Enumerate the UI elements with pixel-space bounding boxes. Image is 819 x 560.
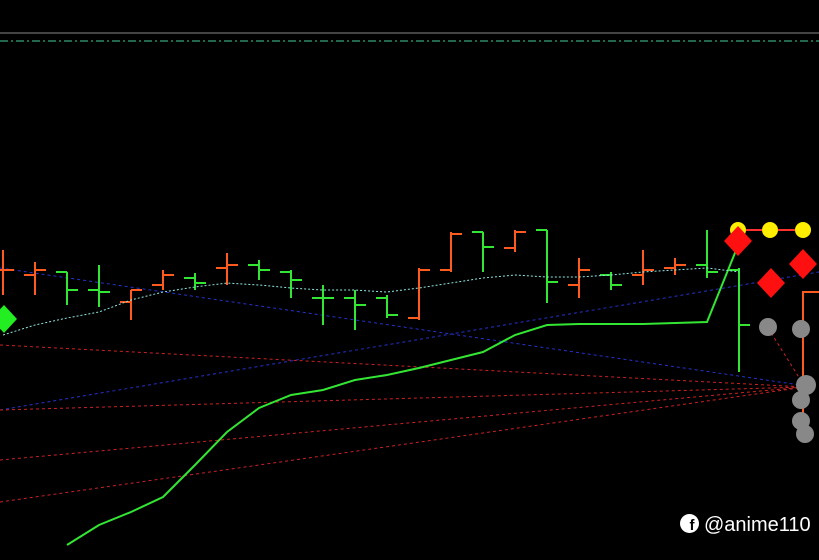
signal-dot	[762, 222, 778, 238]
step-line	[802, 291, 819, 430]
line-series	[66, 242, 740, 546]
fan-line	[0, 386, 806, 411]
diamond	[0, 305, 17, 333]
fan-line	[0, 386, 806, 461]
fb-icon	[680, 514, 699, 533]
fan-line	[0, 344, 806, 388]
diamond	[757, 268, 785, 298]
trend-line	[0, 271, 819, 411]
marker	[792, 391, 810, 409]
fan-line	[0, 386, 806, 503]
signal-dot	[795, 222, 811, 238]
watermark: f @anime110	[680, 514, 811, 536]
diamond	[789, 249, 817, 279]
marker	[759, 318, 777, 336]
line-series	[2, 267, 740, 336]
signals	[0, 222, 819, 443]
trend-lines	[0, 267, 819, 503]
fb-letter: f	[690, 517, 696, 534]
marker	[796, 425, 814, 443]
trend-line	[0, 267, 801, 386]
watermark-text: @anime110	[704, 514, 811, 536]
plot	[0, 229, 750, 546]
marker	[792, 320, 810, 338]
diamond	[724, 226, 752, 256]
marker	[796, 375, 816, 395]
